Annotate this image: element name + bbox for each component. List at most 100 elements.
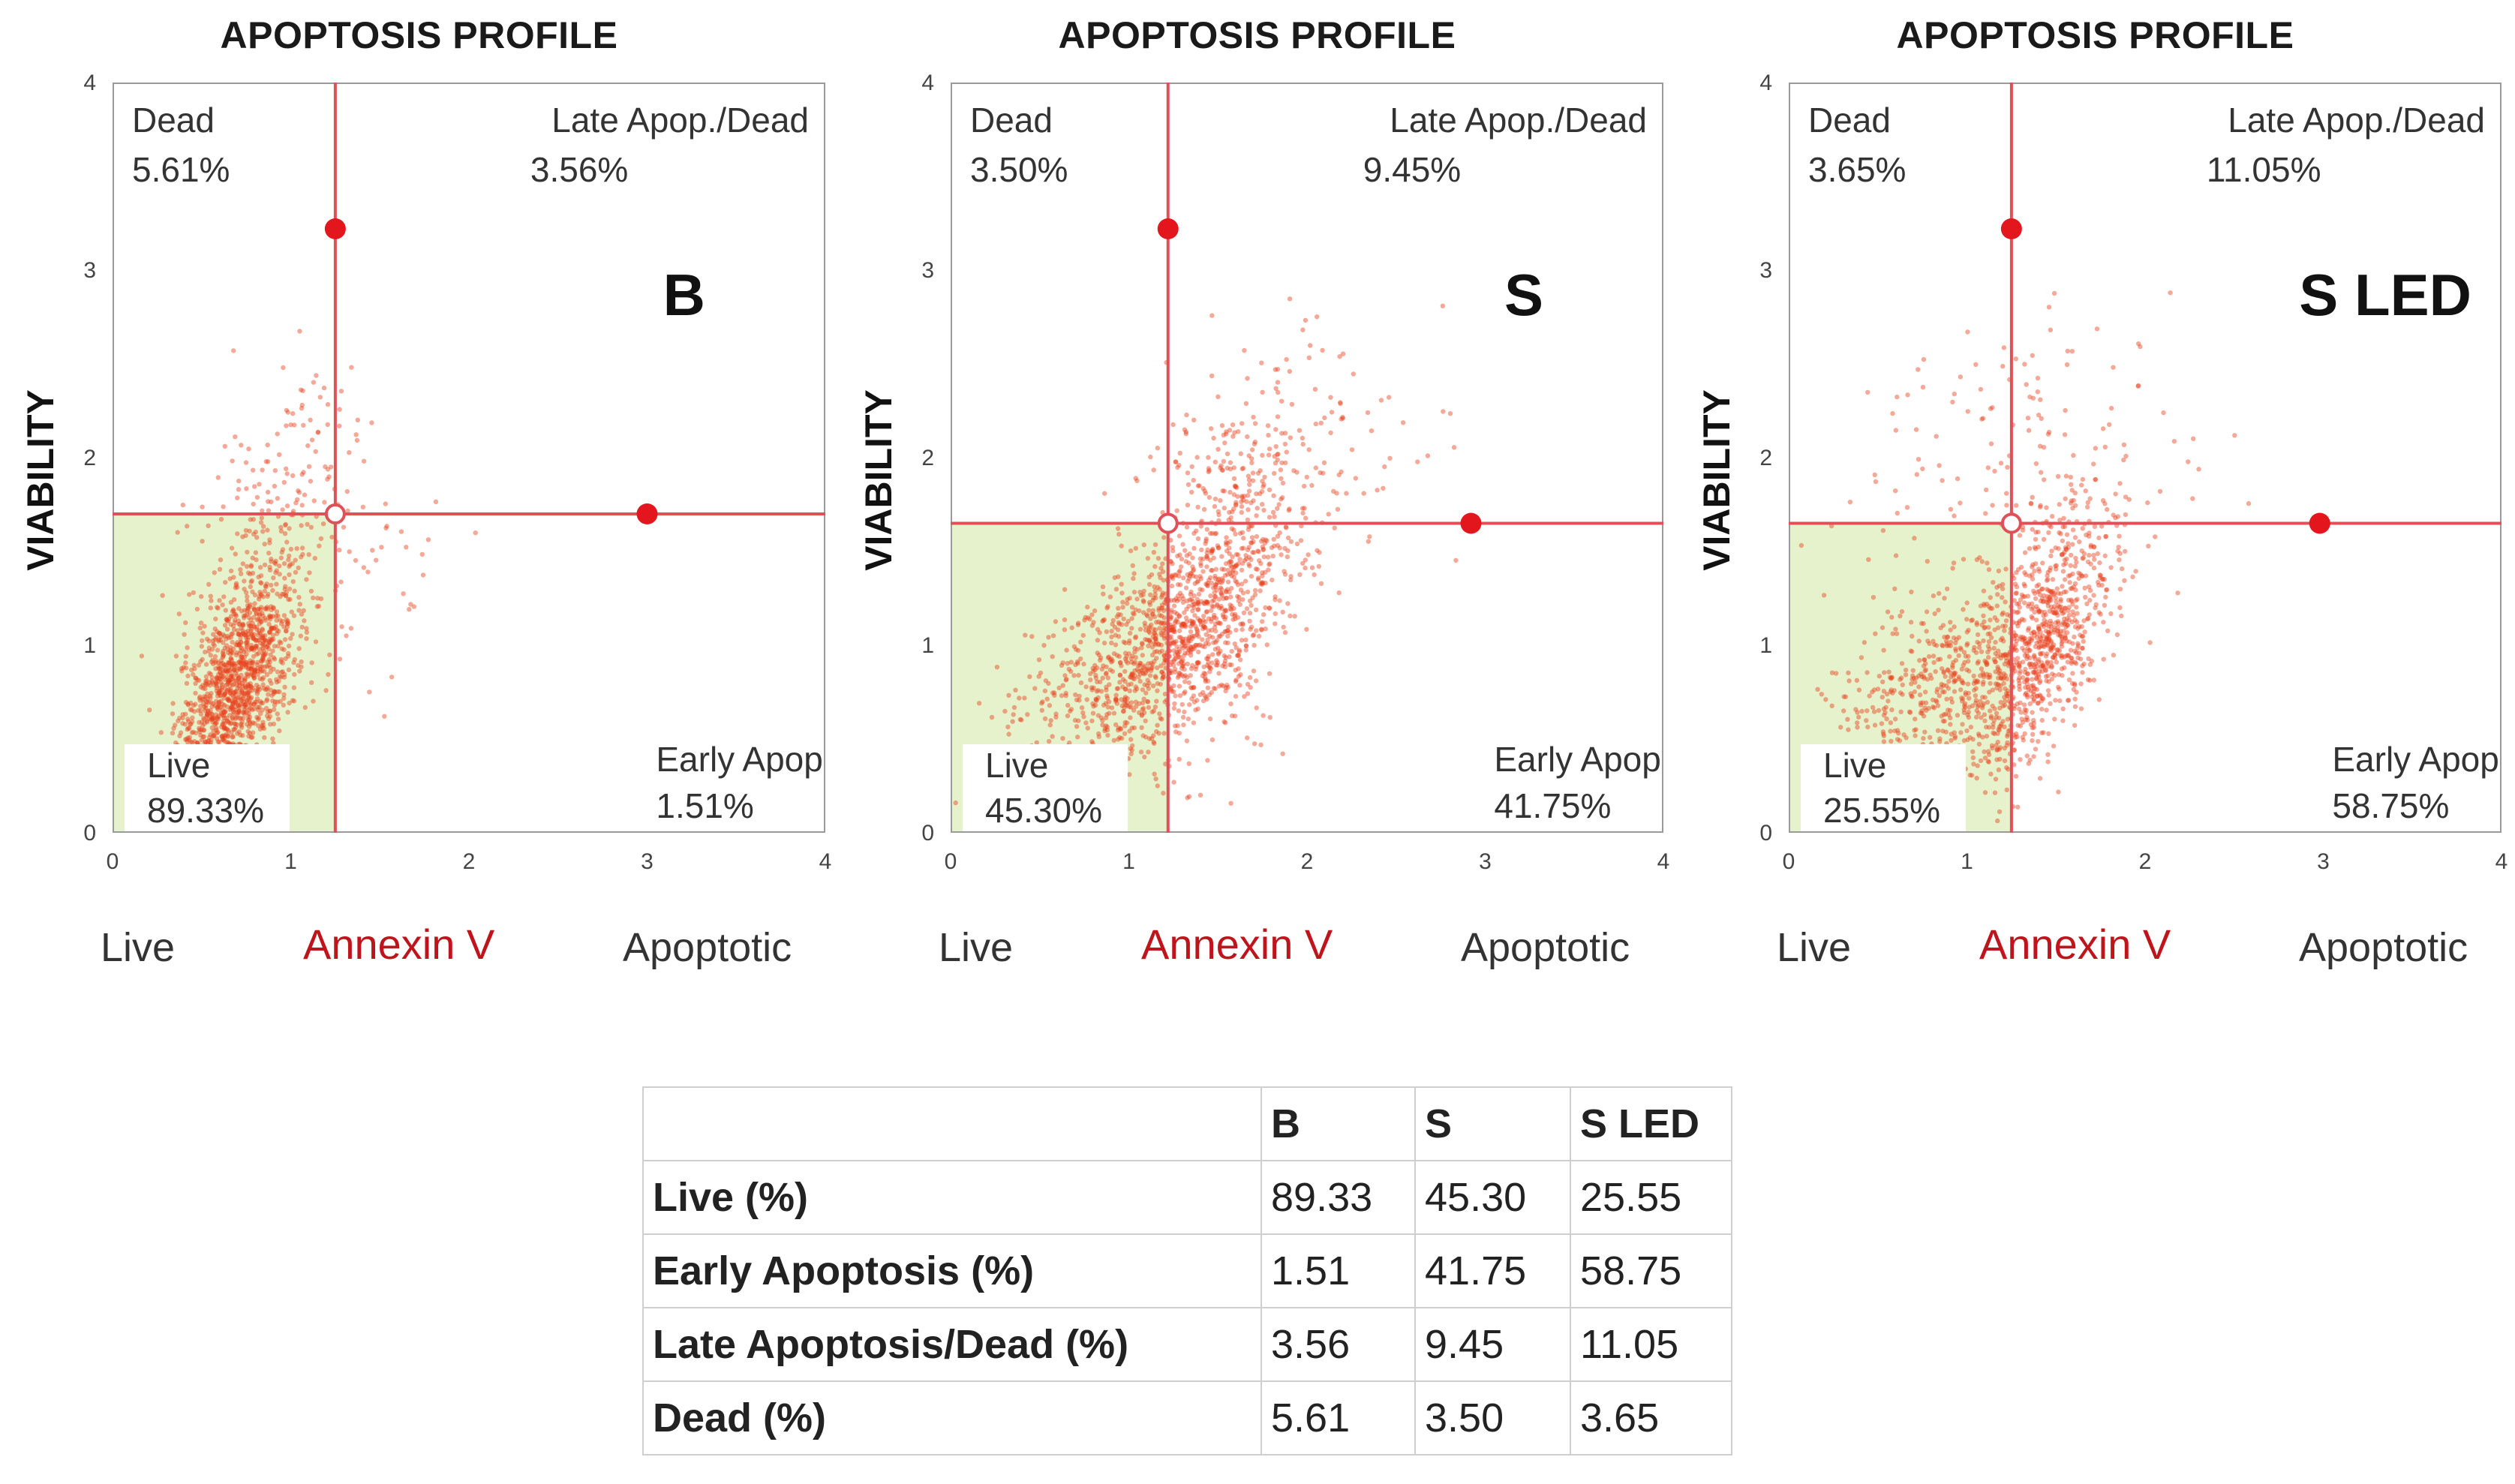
scatter-point [1224,595,1229,601]
scatter-point [1161,671,1166,677]
scatter-point [1251,441,1258,446]
scatter-point [1119,697,1124,702]
scatter-point [225,633,230,639]
scatter-point [224,740,230,745]
scatter-point [1190,621,1195,627]
scatter-point [1179,663,1185,669]
scatter-point [1092,702,1098,707]
scatter-point [260,627,266,633]
scatter-point [234,650,239,656]
scatter-point [1119,543,1124,548]
scatter-point [259,515,264,521]
scatter-point [1382,464,1387,470]
scatter-point [242,661,247,666]
scatter-point [1198,563,1203,569]
scatter-point [1215,394,1221,399]
scatter-point [221,504,226,509]
scatter-point [370,548,375,553]
scatter-point [255,716,261,722]
scatter-point [1275,367,1281,372]
x-tick-label: 2 [1301,849,1314,874]
scatter-point [230,705,235,710]
scatter-point [433,499,439,504]
scatter-point [2046,587,2051,593]
scatter-point [1284,449,1289,455]
scatter-point [1118,726,1123,732]
scatter-point [1203,671,1208,677]
scatter-point [1254,491,1259,497]
scatter-point [2072,696,2078,701]
scatter-point [221,594,227,599]
scatter-point [1133,684,1138,689]
scatter-point [325,422,330,428]
scatter-point [260,467,265,473]
scatter-point [1203,632,1209,637]
scatter-point [1115,686,1121,691]
scatter-point [1075,622,1081,627]
scatter-point [292,422,297,428]
scatter-point [1186,761,1191,767]
scatter-point [1209,737,1215,743]
scatter-point [1170,422,1176,428]
gate-marker [636,503,658,524]
scatter-point [1189,633,1195,639]
scatter-point [1002,708,1008,714]
scatter-point [1263,580,1268,586]
scatter-point [1273,427,1279,432]
scatter-point [315,430,321,435]
scatter-point [1063,677,1068,683]
scatter-point [170,731,176,736]
scatter-point [1071,644,1077,650]
scatter-point [1361,491,1366,496]
scatter-point [277,452,282,458]
scatter-point [1151,467,1156,473]
scatter-point [1174,598,1180,604]
scatter-point [1180,657,1185,662]
scatter-point [1179,621,1185,627]
scatter-point [224,636,229,641]
scatter-point [1131,571,1137,576]
scatter-point [1098,655,1104,660]
scatter-point [249,578,254,584]
scatter-point [1209,619,1214,624]
scatter-point [2046,629,2052,635]
scatter-point [1233,500,1239,505]
scatter-point [1264,642,1270,647]
scatter-point [2072,722,2078,728]
scatter-point [2074,689,2079,695]
scatter-point [220,722,225,728]
scatter-point [1144,683,1150,688]
scatter-point [218,687,224,692]
scatter-point [1241,536,1246,541]
scatter-point [1246,488,1252,494]
scatter-point [209,680,215,685]
scatter-point [1189,489,1194,495]
scatter-point [216,701,221,707]
scatter-point [2054,650,2060,656]
scatter-point [1207,557,1213,563]
scatter-point [231,627,237,632]
scatter-point [1005,724,1011,730]
scatter-point [180,712,185,717]
scatter-point [267,713,273,719]
scatter-point [1182,548,1188,553]
scatter-point [243,629,248,635]
scatter-point [2048,589,2054,595]
scatter-point [2060,584,2065,589]
scatter-point [1191,530,1197,536]
x-tick-label: 1 [1961,849,1973,874]
scatter-point [245,717,251,723]
x-axis-label-apoptotic: Apoptotic [1461,925,1630,970]
scatter-point [1209,530,1215,536]
scatter-point [2049,548,2054,554]
table-header-cell [642,1086,1262,1161]
scatter-point [239,698,245,703]
scatter-point [1144,612,1149,617]
scatter-point [1171,705,1177,711]
scatter-point [233,642,239,647]
scatter-point [1179,624,1185,629]
scatter-point [2073,587,2078,593]
scatter-point [1260,573,1265,578]
scatter-point [1230,617,1236,622]
scatter-point [1240,597,1245,602]
